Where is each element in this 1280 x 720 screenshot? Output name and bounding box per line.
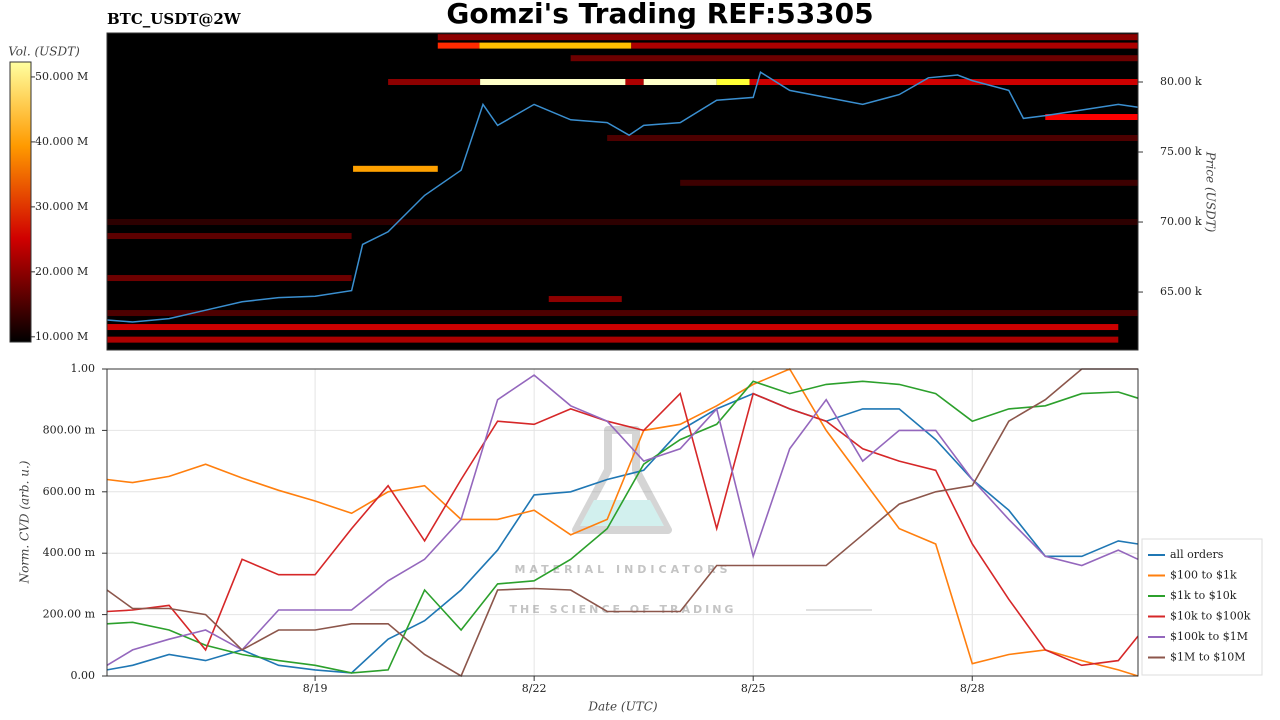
heatmap-cell [107, 310, 1138, 317]
legend-label: $100 to $1k [1170, 569, 1237, 582]
heatmap-cell [1045, 114, 1138, 121]
y-tick-label: 600.00 m [43, 485, 96, 498]
y-tick-label: 65.00 k [1160, 285, 1202, 298]
cvd-line [106, 368, 1138, 678]
watermark-name: MATERIAL INDICATORS [514, 563, 731, 576]
plot-frame [106, 368, 1139, 677]
heatmap-cell [437, 42, 480, 49]
ticker: BTC_USDT@2W [107, 10, 242, 28]
x-tick-label: 8/28 [960, 682, 985, 695]
heatmap-cell [607, 135, 1138, 142]
chart-title: Gomzi's Trading REF:53305 [446, 0, 873, 30]
legend-label: $1M to $10M [1170, 651, 1246, 664]
watermark-icon [572, 426, 672, 534]
heatmap-cell [480, 79, 626, 86]
y-tick-label: 80.00 k [1160, 75, 1202, 88]
heatmap-cell [479, 42, 632, 49]
colorbar-tick-label: 50.000 M [35, 70, 88, 83]
watermark-tagline: THE SCIENCE OF TRADING [510, 603, 737, 616]
cvd-line [106, 380, 1139, 674]
legend-box [1141, 538, 1263, 676]
heatmap-cell [388, 79, 481, 86]
y-tick-label: 1.00 [71, 362, 96, 375]
colorbar [9, 61, 32, 343]
cvd-line [106, 392, 1139, 667]
x-tick-label: 8/25 [741, 682, 766, 695]
heatmap-cell [570, 55, 1138, 62]
y-axis-label: Norm. CVD (arb. u.) [18, 460, 32, 584]
y-axis-label: Price (USDT) [1204, 151, 1218, 233]
y-tick-label: 75.00 k [1160, 145, 1202, 158]
legend-label: $10k to $100k [1170, 610, 1251, 623]
heatmap-frame [106, 32, 1139, 351]
price-line [106, 71, 1139, 323]
heatmap-cell [107, 219, 1138, 226]
cvd-line [106, 374, 1139, 666]
heatmap-cell [680, 179, 1138, 186]
heatmap-cell [107, 336, 1119, 343]
x-axis-label: Date (UTC) [587, 700, 657, 714]
legend-label: all orders [1170, 548, 1224, 561]
y-tick-label: 400.00 m [43, 546, 96, 559]
y-tick-label: 800.00 m [43, 423, 96, 436]
colorbar-tick-label: 10.000 M [35, 330, 88, 343]
heatmap-cell [107, 275, 352, 282]
cvd-line [106, 367, 1139, 677]
colorbar-tick-label: 40.000 M [35, 135, 88, 148]
heatmap-cell [749, 79, 1138, 86]
y-tick-label: 70.00 k [1160, 215, 1202, 228]
heatmap-cell [353, 165, 438, 172]
cvd-panel [107, 369, 1138, 676]
x-tick-label: 8/19 [303, 682, 328, 695]
colorbar-tick-label: 20.000 M [35, 265, 88, 278]
heatmap-cell [631, 42, 1138, 49]
colorbar-tick-label: 30.000 M [35, 200, 88, 213]
heatmap-cell [107, 233, 352, 240]
legend-label: $100k to $1M [1170, 630, 1248, 643]
heatmap-cell [625, 79, 644, 86]
heatmap-cell [437, 34, 1139, 41]
legend-label: $1k to $10k [1170, 589, 1237, 602]
heatmap-cell [643, 79, 717, 86]
heatmap-cell [107, 324, 1119, 331]
y-tick-label: 200.00 m [43, 608, 96, 621]
heatmap-cell [548, 296, 622, 303]
colorbar-label: Vol. (USDT) [8, 45, 80, 59]
x-tick-label: 8/22 [522, 682, 547, 695]
y-tick-label: 0.00 [71, 669, 96, 682]
heatmap-cell [716, 79, 750, 86]
